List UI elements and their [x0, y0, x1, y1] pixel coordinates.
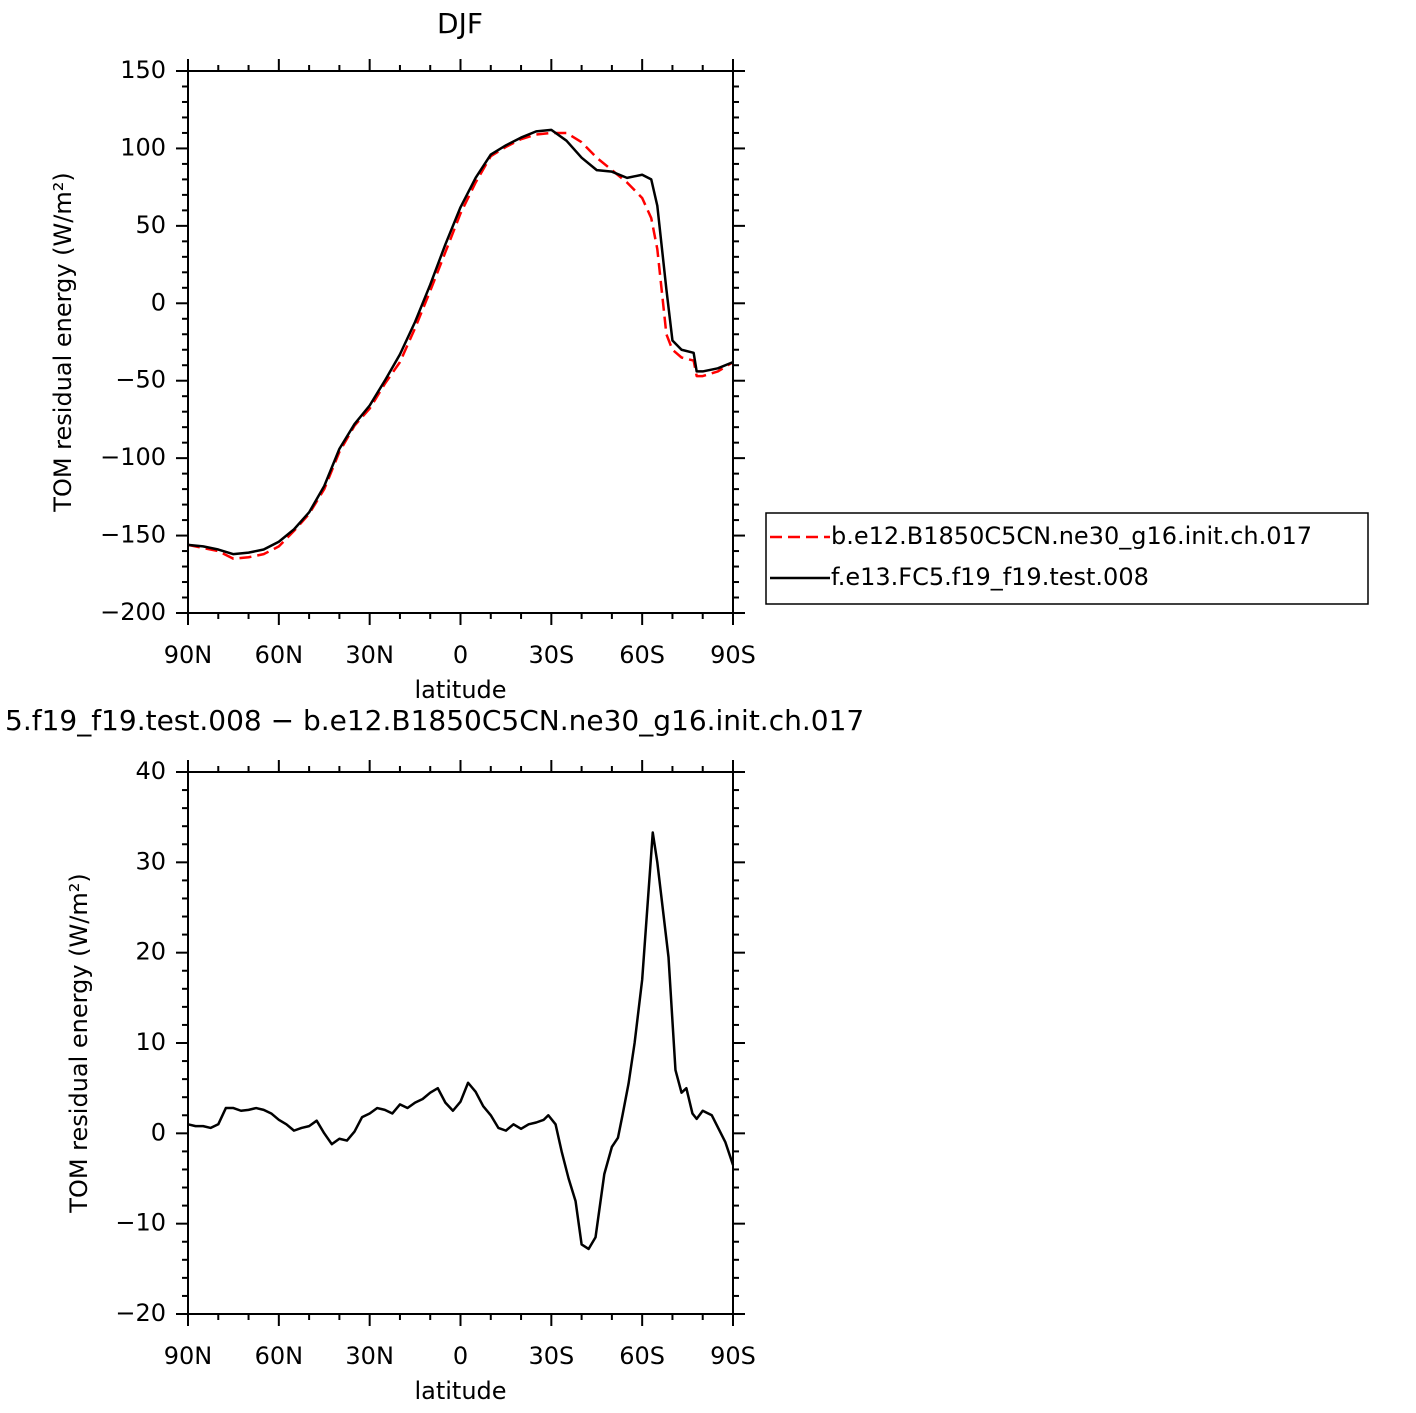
x-tick-label: 60S	[619, 1342, 665, 1370]
chart-title: DJF	[437, 7, 483, 40]
x-tick-label: 30S	[528, 641, 574, 669]
y-tick-label: −100	[100, 443, 166, 471]
y-tick-label: 50	[135, 211, 166, 239]
legend-label: b.e12.B1850C5CN.ne30_g16.init.ch.017	[831, 522, 1312, 550]
plot-frame	[187, 70, 734, 614]
y-tick-label: −200	[100, 598, 166, 626]
y-tick-label: 30	[135, 847, 166, 875]
x-tick-label: 0	[453, 641, 468, 669]
x-tick-label: 90S	[710, 1342, 756, 1370]
plot-frame	[187, 771, 734, 1315]
y-axis-label: TOM residual energy (W/m²)	[49, 172, 77, 512]
y-tick-label: −20	[115, 1299, 166, 1327]
y-tick-label: 100	[120, 133, 166, 161]
y-tick-label: 0	[151, 1118, 166, 1146]
x-tick-label: 90S	[710, 641, 756, 669]
x-tick-label: 30S	[528, 1342, 574, 1370]
y-tick-label: −10	[115, 1209, 166, 1237]
data-line	[187, 831, 735, 1251]
x-axis-label: latitude	[414, 1377, 506, 1405]
x-tick-label: 0	[453, 1342, 468, 1370]
legend-label: f.e13.FC5.f19_f19.test.008	[831, 563, 1149, 591]
x-tick-label: 60N	[255, 1342, 304, 1370]
x-tick-label: 60S	[619, 641, 665, 669]
x-axis-label: latitude	[414, 676, 506, 704]
y-tick-label: −150	[100, 521, 166, 549]
legend-box	[765, 512, 1369, 605]
y-axis-label: TOM residual energy (W/m²)	[65, 873, 93, 1213]
chart-title: 5.f19_f19.test.008 − b.e12.B1850C5CN.ne3…	[5, 704, 864, 737]
x-tick-label: 30N	[345, 1342, 394, 1370]
x-tick-label: 30N	[345, 641, 394, 669]
x-tick-label: 90N	[164, 1342, 213, 1370]
x-tick-label: 90N	[164, 641, 213, 669]
y-tick-label: 0	[151, 288, 166, 316]
y-tick-label: −50	[115, 366, 166, 394]
y-tick-label: 150	[120, 56, 166, 84]
y-tick-label: 20	[135, 938, 166, 966]
y-tick-label: 10	[135, 1028, 166, 1056]
y-tick-label: 40	[135, 757, 166, 785]
data-line	[187, 128, 734, 556]
x-tick-label: 60N	[255, 641, 304, 669]
data-line	[187, 131, 734, 561]
